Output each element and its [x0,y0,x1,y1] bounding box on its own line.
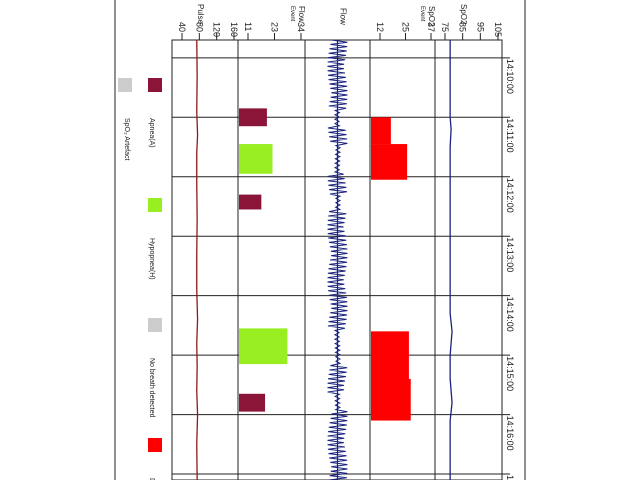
legend-swatch [148,318,162,332]
spo2-event-event-bar [371,144,408,180]
value-tick-label: 75 [440,22,450,32]
flow-event-event-bar [239,393,266,412]
legend-swatch [148,438,162,452]
value-tick-label: 120 [212,22,222,37]
value-tick-label: 34 [296,22,306,32]
legend-swatch [148,78,162,92]
time-tick-label: 14:10:00 [505,59,515,94]
time-tick-label: 14:12:00 [505,178,515,213]
time-tick-label: 14:1 [505,475,515,480]
legend-label: De [148,478,155,480]
spo2-event-event-bar [371,117,391,145]
channel-sublabel: Event [289,6,295,22]
flow-event-event-bar [239,108,267,127]
value-tick-label: 12 [375,22,385,32]
value-tick-label: 95 [475,22,485,32]
value-tick-label: 23 [270,22,280,32]
time-tick-label: 14:16:00 [505,416,515,451]
channel-label: Flow [297,6,306,23]
channel-label: SpO2 [427,6,436,27]
pulse-series-line [196,39,199,480]
legend-label: Hypopnea(H) [148,238,155,280]
value-tick-label: 85 [458,22,468,32]
time-tick-label: 14:14:00 [505,297,515,332]
time-tick-label: 14:13:00 [505,237,515,272]
value-tick-label: 11 [243,22,253,31]
legend-label: No breath detected [148,358,155,418]
value-tick-label: 25 [401,22,411,32]
spo2-series-line [449,40,453,480]
channel-label: Flow [339,8,348,25]
legend-swatch [118,78,132,92]
value-tick-label: 105 [493,22,503,37]
value-tick-label: 40 [177,22,187,32]
channel-sublabel: Event [419,6,425,22]
flow-event-event-bar [239,144,273,174]
legend-label: Apnea(A) [148,118,155,148]
spo2-event-event-bar [371,331,409,382]
value-tick-label: 80 [194,22,204,32]
flow-event-event-bar [239,328,288,365]
value-tick-label: 160 [229,22,239,37]
value-tick-label: 37 [426,22,436,32]
time-tick-label: 14:11:00 [505,118,515,152]
time-tick-label: 14:15:00 [505,356,515,391]
flow-event-event-bar [239,194,262,210]
spo2-event-event-bar [371,378,411,421]
channel-label: Pulse [196,4,205,25]
legend-label: SpO₂ Artefact [123,118,130,160]
legend-swatch [148,198,162,212]
channel-label: SpO2 [459,4,468,25]
